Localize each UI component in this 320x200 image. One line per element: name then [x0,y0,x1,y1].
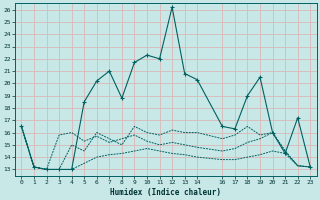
X-axis label: Humidex (Indice chaleur): Humidex (Indice chaleur) [110,188,221,197]
